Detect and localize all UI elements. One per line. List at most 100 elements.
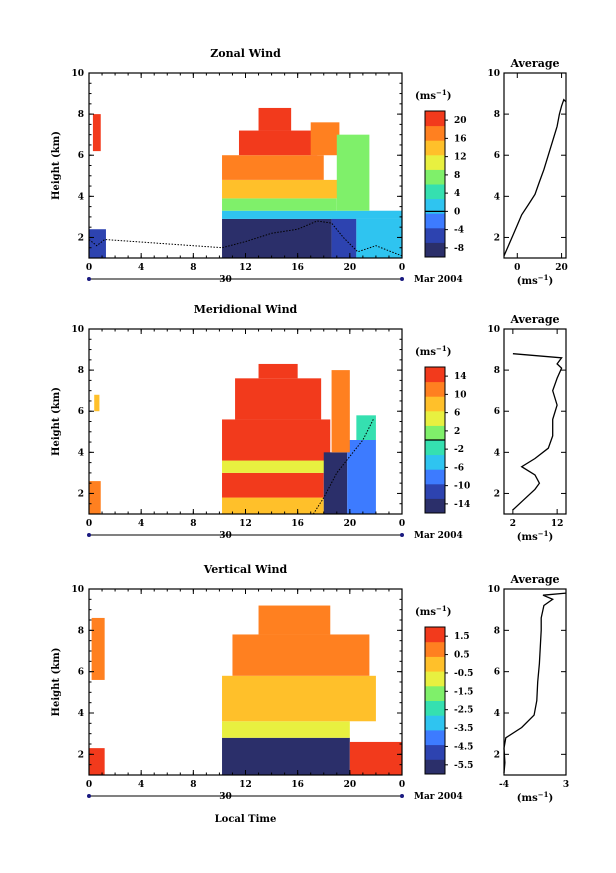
average-y-tick-label: 4 [494, 709, 500, 719]
heatmap-cell [89, 481, 101, 514]
y-tick-label: 2 [78, 233, 84, 243]
y-tick-label: 4 [78, 448, 84, 458]
average-frame [503, 72, 567, 259]
heatmap-cell [347, 440, 376, 514]
average-frame [503, 328, 567, 515]
colorbar-tick-label: 14 [454, 372, 467, 382]
x-tick-label: 4 [138, 780, 144, 790]
panel-2: Vertical Wind 0 4 8 12 16 20 0 2 4 6 8 10 Height (km)… [51, 563, 569, 804]
average-x-label: (ms−1) [517, 273, 553, 287]
colorbar-frame [424, 626, 446, 775]
colorbar-tick-label: -8 [454, 244, 464, 254]
y-tick-label: 6 [78, 668, 84, 678]
average-y-tick-label: 8 [494, 626, 500, 636]
heatmap-cell [89, 748, 105, 775]
heatmap-cell [222, 460, 337, 473]
average-y-tick-label: 8 [494, 366, 500, 376]
average-frame [503, 588, 567, 776]
colorbar-tick-label: 0.5 [454, 651, 470, 661]
average-x-label: (ms−1) [517, 529, 553, 543]
day-label: 30 [219, 792, 232, 802]
y-axis-label: Height (km) [51, 648, 62, 717]
average-title: Average [509, 57, 559, 70]
date-bar-end [400, 794, 404, 798]
y-axis-label: Height (km) [51, 131, 62, 200]
heatmap-cell [94, 394, 100, 412]
colorbar-segment [425, 140, 445, 156]
heatmap-field [89, 107, 402, 258]
heatmap-cell [235, 378, 322, 420]
x-tick-label: 0 [86, 780, 92, 790]
heatmap-cell [310, 122, 340, 156]
average-profile: Average 2 4 6 8 10 0 20(ms−1) [487, 57, 567, 287]
colorbar-segment [425, 685, 445, 701]
chart-title: Zonal Wind [210, 47, 281, 60]
date-bar-end [400, 533, 404, 537]
colorbar-frame [424, 110, 446, 258]
colorbar-tick-label: 2 [454, 427, 460, 437]
date-bar-end [87, 533, 91, 537]
date-bar-end [400, 277, 404, 281]
colorbar-tick-label: -14 [454, 500, 470, 510]
chart-title: Meridional Wind [194, 303, 298, 316]
colorbar-segment [425, 410, 445, 426]
heatmap-field [89, 605, 402, 775]
y-tick-label: 6 [78, 407, 84, 417]
average-x-tick-label: 2 [510, 519, 516, 529]
average-y-tick-label: 6 [494, 407, 500, 417]
x-tick-label: 0 [399, 263, 405, 273]
heatmap-cell [258, 605, 331, 635]
date-label: Mar 2004 [414, 792, 463, 802]
day-label: 30 [219, 531, 232, 541]
heatmap-cell [258, 363, 298, 379]
heatmap-cell [232, 634, 370, 676]
average-y-tick-label: 2 [494, 233, 500, 243]
colorbar-segment [425, 125, 445, 141]
heatmap-cell [238, 130, 318, 156]
x-tick-label: 20 [344, 263, 357, 273]
colorbar-segment [425, 396, 445, 412]
colorbar-segment [425, 425, 445, 441]
y-axis-label: Height (km) [51, 387, 62, 456]
heatmap-cell [222, 675, 376, 722]
x-tick-label: 8 [190, 780, 196, 790]
date-label: Mar 2004 [414, 275, 463, 285]
colorbar-segment [425, 213, 445, 229]
average-x-tick-label: -4 [499, 780, 509, 790]
y-tick-label: 8 [78, 366, 84, 376]
x-tick-label: 12 [239, 263, 252, 273]
colorbar-segment [425, 656, 445, 672]
x-tick-label: 0 [399, 780, 405, 790]
day-label: 30 [219, 275, 232, 285]
heatmap-cell [222, 155, 324, 180]
x-tick-label: 8 [190, 263, 196, 273]
x-tick-label: 16 [291, 519, 304, 529]
x-tick-label: 8 [190, 519, 196, 529]
colorbar-tick-label: -4.5 [454, 742, 473, 752]
heatmap-cell [222, 210, 402, 219]
average-y-tick-label: 4 [494, 192, 500, 202]
colorbar-unit-label: (ms−1) [415, 604, 451, 618]
date-bar-end [87, 794, 91, 798]
colorbar-segment [425, 744, 445, 760]
average-x-tick-label: 0 [514, 263, 520, 273]
y-tick-label: 10 [71, 585, 84, 595]
average-profile-line [503, 98, 567, 257]
x-tick-label: 12 [239, 519, 252, 529]
average-y-tick-label: 8 [494, 110, 500, 120]
heatmap-cell [336, 134, 370, 211]
colorbar-tick-label: 16 [454, 134, 467, 144]
colorbar-segment [425, 469, 445, 485]
x-tick-label: 16 [291, 780, 304, 790]
x-tick-label: 4 [138, 519, 144, 529]
heatmap-cell [222, 179, 344, 199]
colorbar-tick-label: -10 [454, 482, 470, 492]
heatmap-cell [356, 415, 376, 440]
average-x-tick-label: 3 [563, 780, 569, 790]
colorbar-segment [425, 700, 445, 716]
x-tick-label: 20 [344, 780, 357, 790]
heatmap-field [89, 363, 376, 514]
colorbar-segment [425, 759, 445, 775]
